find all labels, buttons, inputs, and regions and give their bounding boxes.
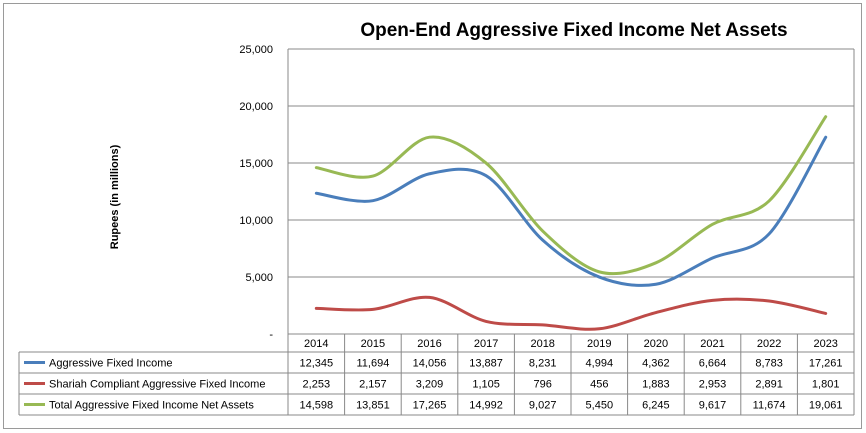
data-label: 5,450 [586, 400, 614, 412]
x-category-label: 2020 [644, 338, 668, 350]
data-label: 9,617 [699, 400, 727, 412]
x-category-label: 2016 [417, 338, 441, 350]
data-label: 19,061 [809, 400, 843, 412]
data-label: 2,953 [699, 379, 727, 391]
data-label: 4,994 [586, 358, 614, 370]
data-label: 14,992 [469, 400, 503, 412]
data-label: 12,345 [299, 358, 333, 370]
data-label: 8,783 [755, 358, 783, 370]
series-line [314, 135, 828, 287]
chart-title: Open-End Aggressive Fixed Income Net Ass… [360, 20, 787, 41]
data-label: 796 [534, 379, 552, 391]
series-name: Total Aggressive Fixed Income Net Assets [49, 400, 254, 412]
data-label: 6,245 [642, 400, 670, 412]
data-label: 8,231 [529, 358, 557, 370]
data-label: 17,261 [809, 358, 843, 370]
data-label: 11,674 [753, 400, 786, 412]
series-line [314, 115, 828, 276]
y-tick-label: 25,000 [239, 44, 273, 56]
data-label: 2,157 [359, 379, 387, 391]
y-tick-label: 10,000 [239, 215, 273, 227]
data-table: 2014 2015 2016 2017 2018 2019 2020 2021 2022 2023… [18, 333, 855, 416]
y-axis-ticks: - 5,000 10,000 15,000 20,000 25,000 [239, 44, 273, 341]
x-category-label: 2021 [700, 338, 724, 350]
data-label: 1,883 [642, 379, 670, 391]
y-tick-label: 20,000 [239, 101, 273, 113]
data-label: 3,209 [416, 379, 444, 391]
series-lines [314, 115, 828, 331]
x-category-label: 2018 [530, 338, 554, 350]
x-category-label: 2023 [813, 338, 837, 350]
data-label: 17,265 [413, 400, 447, 412]
data-label: 1,105 [472, 379, 500, 391]
y-axis-label: Rupees (in millions) [109, 144, 121, 249]
series-name: Shariah Compliant Aggressive Fixed Incom… [49, 379, 265, 391]
y-tick-label: 15,000 [239, 158, 273, 170]
y-tick-label: - [269, 329, 273, 341]
series-name: Aggressive Fixed Income [49, 358, 173, 370]
series-line [314, 295, 828, 331]
data-label: 9,027 [529, 400, 557, 412]
data-label: 456 [590, 379, 608, 391]
data-label: 6,664 [699, 358, 727, 370]
data-label: 4,362 [642, 358, 670, 370]
data-label: 11,694 [356, 358, 389, 370]
data-label: 1,801 [812, 379, 840, 391]
gridlines [287, 48, 855, 335]
data-label: 14,056 [413, 358, 447, 370]
data-label: 13,851 [356, 400, 390, 412]
x-category-label: 2022 [757, 338, 781, 350]
data-label: 2,891 [755, 379, 783, 391]
data-label: 14,598 [299, 400, 333, 412]
y-tick-label: 5,000 [245, 272, 273, 284]
data-label: 2,253 [303, 379, 331, 391]
data-label: 13,887 [469, 358, 503, 370]
x-category-label: 2017 [474, 338, 498, 350]
x-category-label: 2019 [587, 338, 611, 350]
chart-frame [3, 3, 862, 429]
x-category-label: 2015 [361, 338, 385, 350]
x-category-label: 2014 [304, 338, 328, 350]
